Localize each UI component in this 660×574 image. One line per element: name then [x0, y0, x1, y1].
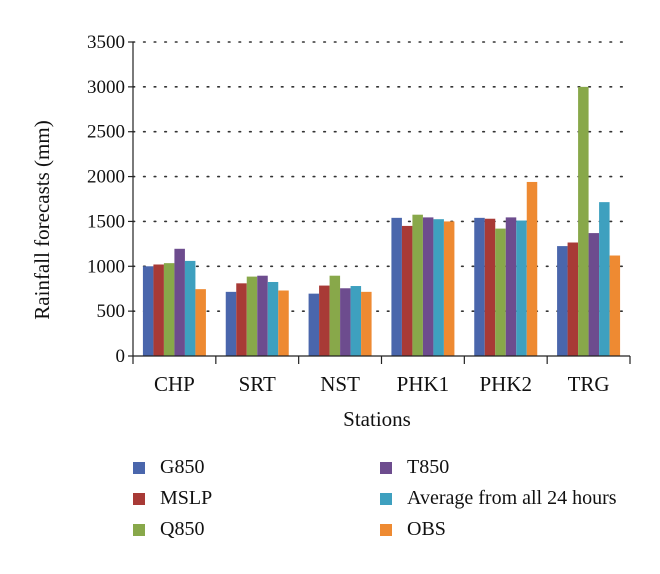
bar: [495, 228, 506, 356]
bar: [412, 214, 423, 356]
y-tick-label: 2500: [87, 122, 125, 143]
y-tick-label: 0: [116, 346, 126, 367]
bar: [443, 221, 455, 356]
bar: [484, 218, 496, 356]
bar: [142, 266, 154, 356]
x-axis-title: Stations: [343, 407, 411, 431]
y-tick-label: 2000: [87, 167, 125, 188]
bar: [361, 291, 372, 356]
bar: [163, 263, 175, 356]
x-category-label: SRT: [239, 372, 276, 396]
bar: [599, 202, 610, 356]
bar: [526, 181, 538, 356]
bar: [578, 86, 589, 356]
bar: [308, 293, 320, 356]
x-category-label: PHK2: [479, 372, 532, 396]
bar: [319, 285, 330, 356]
bar: [516, 220, 527, 356]
y-tick-label: 1500: [87, 211, 125, 232]
bar: [257, 275, 268, 356]
bar: [350, 286, 362, 356]
bar: [422, 217, 434, 356]
bar: [184, 260, 196, 356]
bar: [588, 233, 600, 356]
bar: [267, 281, 279, 356]
bar: [225, 291, 237, 356]
bar: [567, 242, 579, 356]
bar: [474, 217, 485, 356]
axes: [128, 41, 631, 364]
y-tick-labels: 0 500 1000 1500 2000 2500 3000 3500: [87, 32, 125, 367]
bars: [142, 86, 621, 356]
y-tick-label: 500: [97, 301, 126, 322]
bar: [433, 219, 444, 356]
x-category-label: PHK1: [397, 372, 450, 396]
x-category-label: CHP: [154, 372, 195, 396]
bar: [195, 289, 206, 356]
bar: [340, 288, 351, 356]
bar: [174, 248, 185, 356]
gridlines: [132, 41, 631, 312]
bar: [391, 217, 402, 356]
bar: [246, 276, 258, 356]
x-category-label: TRG: [568, 372, 610, 396]
bar: [236, 283, 247, 356]
x-category-label: NST: [320, 372, 360, 396]
bar: [401, 225, 413, 356]
x-category-labels: CHP SRT NST PHK1 PHK2 TRG: [154, 372, 610, 396]
bar: [153, 264, 164, 356]
bar: [278, 290, 289, 356]
y-tick-label: 3500: [87, 32, 125, 53]
y-tick-label: 3000: [87, 77, 125, 98]
bar: [505, 217, 517, 356]
bar: [557, 246, 568, 356]
y-tick-label: 1000: [87, 256, 125, 277]
y-axis-title: Rainfall forecasts (mm): [30, 120, 54, 319]
bar: [329, 275, 341, 356]
bar: [609, 255, 621, 356]
